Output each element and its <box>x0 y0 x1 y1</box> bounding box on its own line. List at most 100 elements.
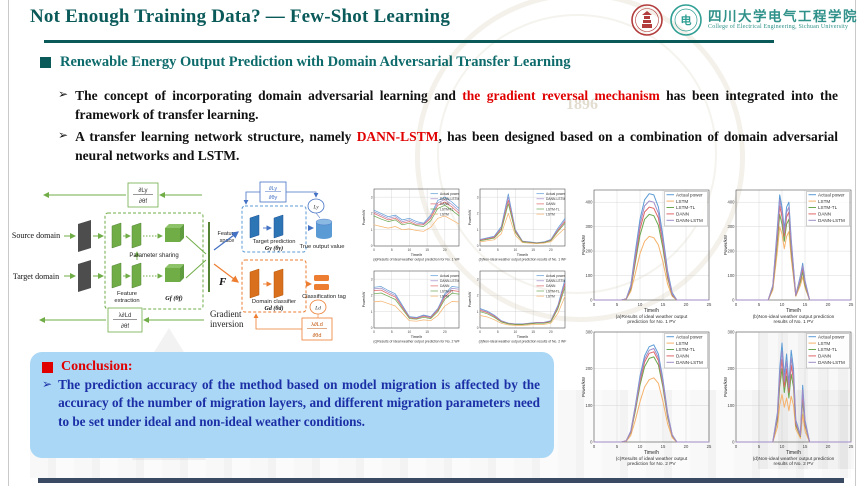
svg-text:DANN-LSTM: DANN-LSTM <box>546 197 565 201</box>
svg-text:0: 0 <box>477 326 479 330</box>
formula-grad-top-num: ∂Ly <box>138 187 147 194</box>
svg-text:Actual power: Actual power <box>440 192 460 196</box>
svg-text:Time/h: Time/h <box>644 450 659 456</box>
svg-text:Time/h: Time/h <box>644 308 659 314</box>
svg-text:10: 10 <box>780 444 785 449</box>
sichuan-university-seal-icon <box>631 4 663 36</box>
svg-text:25: 25 <box>707 444 712 449</box>
svg-text:5: 5 <box>391 330 393 334</box>
square-bullet-icon <box>42 361 53 373</box>
target-input-layer <box>78 260 91 292</box>
conclusion-body: ➢ The prediction accuracy of the method … <box>42 376 540 431</box>
svg-text:DANN-LSTM: DANN-LSTM <box>546 279 565 283</box>
label-gradient-inversion: Gradient <box>210 309 242 319</box>
svg-text:Actual power: Actual power <box>818 192 845 197</box>
conclusion-box: Conclusion: ➢ The prediction accuracy of… <box>30 352 554 458</box>
svg-text:DANN: DANN <box>440 284 450 288</box>
svg-text:25: 25 <box>849 444 854 449</box>
svg-text:LSTM: LSTM <box>440 212 449 216</box>
svg-text:300: 300 <box>586 224 594 229</box>
svg-text:Actual power: Actual power <box>440 274 460 278</box>
svg-text:Power/kW: Power/kW <box>468 209 472 225</box>
arrow-bullet-icon: ➢ <box>58 128 69 143</box>
bullet-text: A transfer learning network structure, n… <box>75 129 357 145</box>
label-gradient-inversion: inversion <box>210 319 244 329</box>
electrical-college-emblem-icon: 电 <box>670 4 702 36</box>
label-gy: Gy (θy) <box>265 245 283 252</box>
label-parameter-sharing: Parameter sharing <box>129 253 178 259</box>
slide-right-border <box>855 0 856 486</box>
svg-text:(b)Non-ideal weather output pr: (b)Non-ideal weather output prediction r… <box>479 258 567 262</box>
svg-text:prediction for No. 1 PV: prediction for No. 1 PV <box>627 319 676 325</box>
bullet-text: , has been designed based on a combinati… <box>75 129 838 164</box>
list-item: ➢ The concept of incorporating domain ad… <box>58 86 838 124</box>
svg-text:Actual power: Actual power <box>546 274 566 278</box>
chart-panel: 0 5 10 15 20 25 0 100 200 300 Actual power LSTMLSTM… <box>581 329 712 467</box>
svg-text:DANN-LSTM: DANN-LSTM <box>676 218 703 223</box>
svg-text:0: 0 <box>371 244 373 248</box>
label-classification-tag: Classification tag <box>302 294 346 300</box>
svg-text:DANN-LSTM: DANN-LSTM <box>440 197 459 201</box>
svg-text:10: 10 <box>408 248 412 252</box>
svg-text:15: 15 <box>425 330 429 334</box>
svg-text:0: 0 <box>732 297 735 302</box>
svg-text:200: 200 <box>728 366 736 371</box>
svg-text:10: 10 <box>408 330 412 334</box>
svg-text:1: 1 <box>371 228 373 232</box>
dann-lstm-architecture-diagram: Source domain Target domain Parameter sh… <box>6 180 360 355</box>
svg-text:LSTM: LSTM <box>676 199 688 204</box>
label-feature-space: Feature <box>218 231 237 237</box>
list-item: ➢ A transfer learning network structure,… <box>58 127 838 165</box>
svg-text:(c)Results of ideal weather ou: (c)Results of ideal weather output predi… <box>373 340 459 344</box>
label-gf: Gf (θf) <box>165 295 182 302</box>
label-gd: Gd (θd) <box>265 305 284 312</box>
svg-text:25: 25 <box>849 302 854 307</box>
svg-text:LSTM-TL: LSTM-TL <box>546 289 560 293</box>
section-heading-label: Renewable Energy Output Prediction with … <box>60 54 571 70</box>
svg-text:Time/h: Time/h <box>517 335 528 339</box>
logo-text-english: College of Electrical Engineering, Sichu… <box>708 24 849 31</box>
svg-text:2: 2 <box>477 212 479 216</box>
svg-text:LSTM-TL: LSTM-TL <box>818 205 838 210</box>
svg-text:0: 0 <box>735 302 738 307</box>
svg-text:1: 1 <box>477 310 479 314</box>
label-f-symbol: F <box>218 276 227 288</box>
pv-prediction-charts: 0 5 10 15 20 25 0 100 200 300 400 Actual power LSTM L… <box>578 186 856 468</box>
svg-text:0: 0 <box>590 297 593 302</box>
svg-text:10: 10 <box>638 444 643 449</box>
bullet-text: The concept of incorporating domain adve… <box>75 88 463 103</box>
svg-text:100: 100 <box>728 273 736 278</box>
svg-text:10: 10 <box>514 330 518 334</box>
svg-text:5: 5 <box>391 248 393 252</box>
svg-text:LSTM: LSTM <box>546 212 555 216</box>
svg-text:5: 5 <box>758 444 761 449</box>
svg-text:DANN-LSTM: DANN-LSTM <box>440 279 459 283</box>
section-heading: Renewable Energy Output Prediction with … <box>40 54 570 71</box>
formula-grad-y-num: ∂Ly <box>269 186 278 192</box>
label-target-prediction: Target prediction <box>253 239 296 245</box>
svg-text:2: 2 <box>371 294 373 298</box>
svg-text:300: 300 <box>586 329 594 334</box>
formula-grad-bottom-num: λ∂Ld <box>119 312 132 319</box>
svg-text:0: 0 <box>373 330 375 334</box>
logo-text-chinese: 四川大学电气工程学院 <box>708 8 858 24</box>
label-source-domain: Source domain <box>12 231 60 240</box>
svg-text:DANN-LSTM: DANN-LSTM <box>818 218 845 223</box>
svg-text:LSTM-TL: LSTM-TL <box>676 205 696 210</box>
svg-text:400: 400 <box>728 200 736 205</box>
svg-text:2: 2 <box>477 294 479 298</box>
wind-prediction-charts: 0 5 10 15 20 0 1 2 3 Actual power DANN-LSTM DANN LST… <box>362 186 568 348</box>
true-output-cylinder <box>316 222 332 236</box>
svg-text:Power/kW: Power/kW <box>362 291 366 307</box>
label-target-domain: Target domain <box>13 272 59 281</box>
svg-text:Power/kW: Power/kW <box>468 291 472 307</box>
svg-text:LSTM-TL: LSTM-TL <box>440 289 454 293</box>
label-feature-extraction: extraction <box>114 298 139 304</box>
svg-text:400: 400 <box>586 200 594 205</box>
chart-panel: 0 5 10 15 20 25 0 100 200 300 Actual power LSTMLSTM… <box>723 329 854 467</box>
slide-left-border <box>8 0 9 486</box>
svg-text:20: 20 <box>443 330 447 334</box>
svg-text:20: 20 <box>549 248 553 252</box>
svg-text:Power/kW: Power/kW <box>581 234 586 255</box>
bullet-text-highlight: the gradient reversal mechanism <box>462 88 660 103</box>
